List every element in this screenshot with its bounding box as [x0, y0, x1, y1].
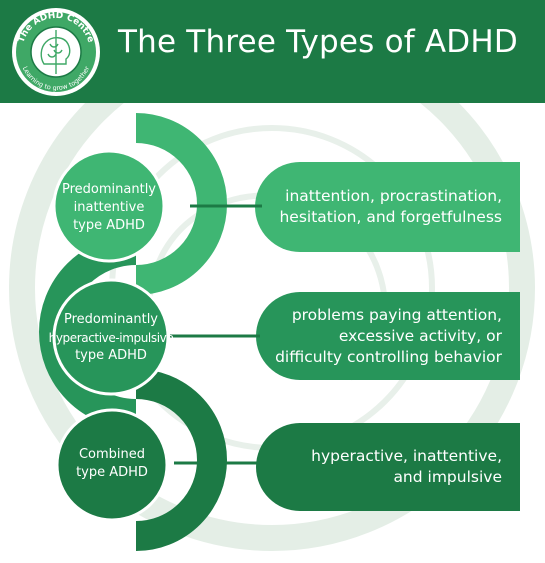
- description-line: hyperactive, inattentive,: [311, 447, 502, 465]
- type-description-1: inattention, procrastination, hesitation…: [279, 186, 502, 228]
- type-circle-1: [52, 149, 166, 263]
- type-label-line: Predominantly: [62, 182, 156, 197]
- connector-band-3: [135, 369, 227, 551]
- type-label-1: Predominantly inattentive type ADHD: [54, 181, 164, 235]
- connector-band-1: [135, 113, 227, 295]
- type-description-3: hyperactive, inattentive, and impulsive: [311, 446, 502, 488]
- logo-emblem-icon: The ADHD Centre Learning to grow togethe…: [12, 8, 100, 96]
- description-line: inattention, procrastination,: [285, 187, 502, 205]
- description-line: excessive activity, or: [338, 327, 502, 345]
- description-line: and impulsive: [393, 468, 502, 486]
- type-label-3: Combined type ADHD: [57, 446, 167, 482]
- type-label-2: Predominantly hyperactive-impulsive type…: [48, 311, 174, 365]
- type-circle-2: [52, 278, 170, 396]
- type-label-line: type ADHD: [75, 348, 147, 363]
- description-line: hesitation, and forgetfulness: [279, 208, 502, 226]
- type-label-line: inattentive: [73, 200, 145, 215]
- description-pill-2: [256, 292, 520, 380]
- type-circle-3: [55, 408, 169, 522]
- type-label-line: Combined: [78, 447, 146, 462]
- type-label-line: hyperactive-impulsive: [48, 331, 174, 345]
- type-label-line: Predominantly: [64, 312, 158, 327]
- description-line: difficulty controlling behavior: [275, 348, 502, 366]
- description-line: problems paying attention,: [291, 306, 502, 324]
- adhd-centre-logo: The ADHD Centre Learning to grow togethe…: [10, 6, 102, 98]
- type-description-2: problems paying attention, excessive act…: [275, 305, 502, 368]
- type-label-line: type ADHD: [73, 218, 145, 233]
- type-label-line: type ADHD: [76, 465, 148, 480]
- page-title: The Three Types of ADHD: [118, 24, 518, 60]
- header-banner: The ADHD Centre Learning to grow togethe…: [0, 0, 545, 103]
- description-pill-1: [255, 162, 521, 252]
- description-pill-3: [256, 423, 520, 511]
